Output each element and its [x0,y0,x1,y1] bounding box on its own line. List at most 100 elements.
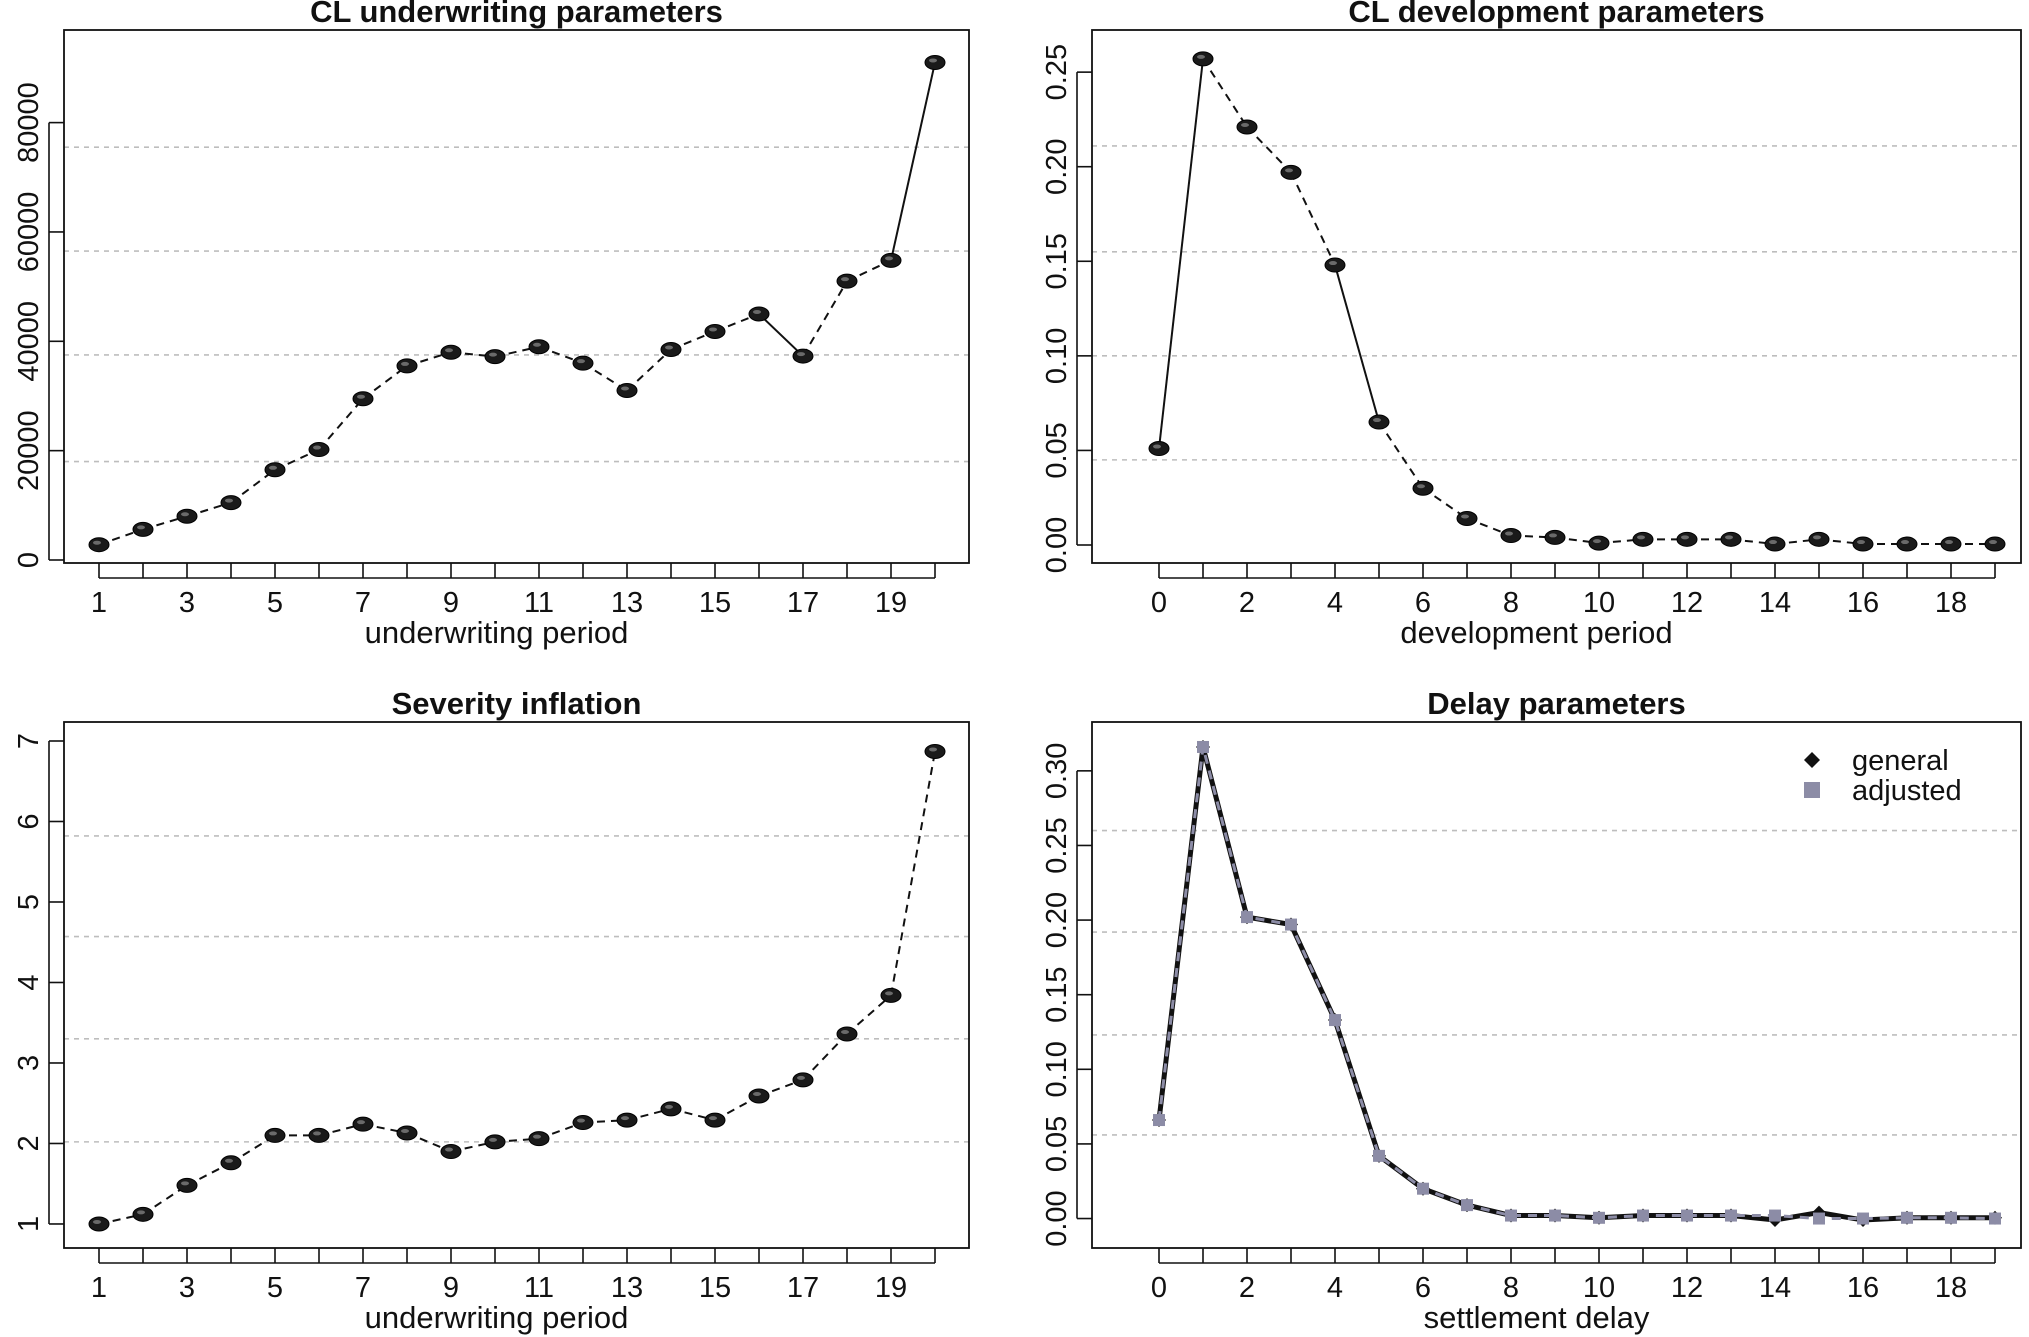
data-point-adjusted [1989,1212,2001,1225]
y-tick-label: 1 [13,1216,45,1232]
data-point-highlight [1813,535,1821,540]
data-point-highlight [1373,418,1381,423]
data-point-highlight [181,512,189,517]
x-tick-label: 4 [1327,1272,1343,1304]
data-point [1632,531,1654,547]
data-point-highlight [1417,484,1425,489]
data-point-adjusted [1197,740,1209,753]
data-point [704,1112,726,1128]
data-point [660,342,682,358]
x-tick-label: 6 [1415,1272,1431,1304]
x-tick-label: 0 [1151,587,1167,619]
y-tick-label: 0.20 [1041,138,1073,194]
x-axis-label: underwriting period [365,615,629,650]
data-point-adjusted [1725,1209,1737,1222]
x-tick-label: 15 [699,1272,731,1304]
x-tick-label: 13 [611,587,643,619]
chart-title: CL development parameters [1348,0,1764,29]
data-point [396,1125,418,1141]
data-point [880,252,902,268]
data-point [1236,119,1258,135]
series-segment [758,313,804,357]
data-point [1808,531,1830,547]
series-segment [1202,58,1248,128]
y-tick-label: 6 [13,813,45,829]
data-point [264,1127,286,1143]
data-point-highlight [1945,540,1953,545]
data-point-highlight [665,1104,673,1109]
series-segment [318,398,364,451]
data-point [572,1115,594,1131]
series-segment [1246,126,1292,174]
x-tick-label: 12 [1671,587,1703,619]
y-tick-label: 7 [13,733,45,749]
y-tick-label: 0.10 [1041,328,1073,384]
y-tick-label: 0 [13,552,45,568]
y-tick-label: 0.25 [1041,44,1073,100]
x-tick-label: 17 [787,587,819,619]
data-point-highlight [137,525,145,530]
y-tick-label: 0.15 [1041,966,1073,1022]
data-point [440,1144,462,1160]
series-line-general [1156,746,1995,1223]
data-point-highlight [1593,539,1601,544]
data-point-highlight [445,348,453,353]
data-point-highlight [445,1147,453,1152]
data-point [792,1072,814,1088]
y-tick-label: 0.05 [1041,422,1073,478]
x-tick-label: 2 [1239,587,1255,619]
data-point [396,358,418,374]
data-point [748,306,770,322]
series-segment [1158,58,1204,449]
data-point [1896,536,1918,552]
data-point-highlight [313,1131,321,1136]
data-point-highlight [665,345,673,350]
x-tick-label: 0 [1151,1272,1167,1304]
data-point-highlight [753,1091,761,1096]
data-point [484,1134,506,1150]
data-point-adjusted [1461,1199,1473,1212]
data-point-highlight [885,991,893,996]
y-tick-label: 0.25 [1041,817,1073,873]
data-point-highlight [621,386,629,391]
data-point-adjusted [1373,1149,1385,1162]
x-tick-label: 2 [1239,1272,1255,1304]
data-point-highlight [577,359,585,364]
data-point-highlight [1505,531,1513,536]
data-point-highlight [489,352,497,357]
x-tick-label: 15 [699,587,731,619]
data-point [1500,528,1522,544]
data-point [1412,480,1434,496]
series-segment [230,468,276,504]
data-point [220,1155,242,1171]
x-tick-label: 3 [179,587,195,619]
data-point [1148,441,1170,457]
x-tick-label: 6 [1415,587,1431,619]
data-point [88,1216,110,1232]
data-point-adjusted [1241,911,1253,924]
x-tick-label: 8 [1503,587,1519,619]
data-point-adjusted [1417,1182,1429,1195]
legend-marker-general [1804,752,1820,768]
data-point-highlight [841,1030,849,1035]
data-point-adjusted [1813,1212,1825,1225]
data-point [616,1112,638,1128]
series-segment [1290,171,1336,266]
data-point [1720,531,1742,547]
data-point-highlight [93,1219,101,1224]
data-point-adjusted [1901,1211,1913,1224]
series-segment [1378,421,1424,489]
data-point-highlight [709,327,717,332]
chart-title: Severity inflation [392,686,642,721]
data-point [1940,536,1962,552]
data-point-highlight [533,1134,541,1139]
data-point-highlight [1285,168,1293,173]
data-point [132,521,154,537]
data-point [308,442,330,458]
x-tick-label: 16 [1847,1272,1879,1304]
data-point [924,54,946,70]
data-point [352,391,374,407]
data-point-highlight [1901,540,1909,545]
data-point-adjusted [1769,1209,1781,1222]
